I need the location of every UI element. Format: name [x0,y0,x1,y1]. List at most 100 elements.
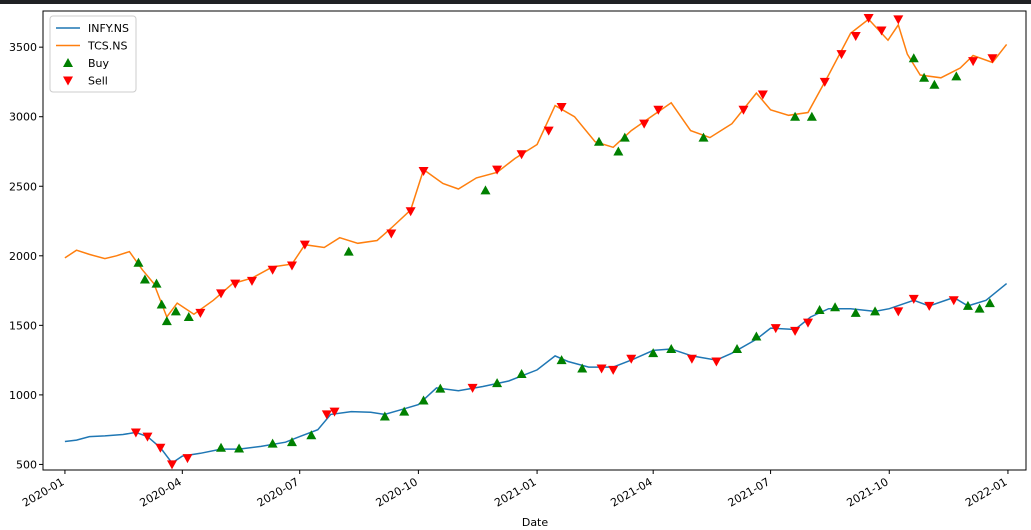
y-tick-label: 3000 [9,111,37,124]
buy-marker [306,430,317,440]
buy-marker [870,306,881,316]
sell-marker [639,119,650,129]
buy-marker [806,111,817,121]
sell-marker [948,296,959,306]
y-tick-label: 2000 [9,250,37,263]
y-tick-label: 2500 [9,180,37,193]
y-tick-label: 1500 [9,319,37,332]
buy-marker [919,72,930,82]
sell-marker [195,308,206,318]
y-tick-label: 3500 [9,41,37,54]
sell-marker [819,77,830,87]
buy-marker [666,343,677,353]
sell-marker [924,301,935,311]
sell-marker [467,383,478,393]
buy-marker [151,278,162,288]
x-tick-label: 2020-01 [20,475,66,509]
sell-marker [626,354,637,364]
legend: INFY.NS TCS.NS Buy Sell [49,15,137,93]
buy-marker [698,132,709,142]
buy-marker [379,411,390,421]
buy-marker [156,299,167,309]
legend-label: INFY.NS [88,22,129,35]
x-tick-label: 2020-04 [138,475,184,509]
legend-swatch [63,76,73,86]
buy-marker [399,406,410,416]
sell-marker [405,207,416,217]
buy-marker [556,355,567,365]
sell-marker [182,454,193,464]
buy-marker [216,442,227,452]
legend-label: Buy [88,57,110,70]
buy-marker [161,316,172,326]
buy-marker [613,146,624,156]
buy-marker [751,331,762,341]
x-axis: 2020-01 2020-04 2020-07 2020-10 2021-01 2021-… [20,470,1009,510]
sell-marker [516,150,527,160]
buy-marker [619,132,630,142]
sell-marker [608,365,619,375]
buy-marker [984,298,995,308]
buy-marker [790,111,801,121]
sell-marker [790,326,801,336]
sell-marker [653,105,664,115]
y-tick-label: 500 [16,458,37,471]
x-tick-label: 2020-10 [374,475,420,509]
legend-label: TCS.NS [87,40,127,53]
x-tick-label: 2021-10 [844,475,890,509]
sell-marker [738,105,749,115]
sell-marker [386,229,397,239]
plot-area-frame [42,10,1027,471]
sell-marker [686,354,697,364]
buy-marker [962,300,973,310]
series-line-tcs-ns [64,18,1008,319]
sell-marker [492,165,503,175]
sell-marker [216,289,227,299]
buy-marker [830,302,841,312]
x-tick-label: 2022-01 [963,475,1009,509]
y-axis: 500 1000 1500 2000 2500 3000 3500 [9,41,43,471]
sell-marker [987,54,998,64]
sell-marker [418,166,429,176]
buy-marker [133,257,144,267]
sell-marker [893,307,904,317]
window-top-bar [0,0,1031,4]
buy-marker [418,395,429,405]
sell-marker [893,15,904,25]
sell-marker [167,460,178,470]
sell-marker [267,265,278,275]
sell-marker [246,276,257,286]
buy-marker [183,312,194,321]
x-tick-label: 2021-01 [492,475,538,509]
buy-marker [170,306,181,316]
sell-marker [596,364,607,374]
buy-marker [267,438,278,448]
x-axis-label: Date [522,516,549,529]
x-tick-label: 2021-04 [608,475,654,509]
marker-layer [130,13,998,470]
sell-marker [556,102,567,112]
sell-marker [329,407,340,417]
buy-marker [951,71,962,81]
buy-marker [139,274,150,284]
buy-marker [929,79,940,89]
sell-marker [155,443,166,453]
x-tick-label: 2021-07 [726,475,772,509]
sell-marker [299,240,310,250]
sell-marker [908,294,919,304]
buy-marker [577,363,588,373]
sell-marker [543,126,554,136]
sell-marker [321,410,332,420]
sell-marker [836,50,847,60]
sell-marker [802,318,813,328]
legend-box [49,15,137,93]
buy-marker [814,305,825,315]
legend-label: Sell [88,75,108,88]
sell-marker [130,428,141,438]
buy-marker [850,307,861,317]
sell-marker [711,357,722,367]
sell-marker [850,32,861,42]
buy-marker [480,185,491,195]
sell-marker [230,279,241,289]
